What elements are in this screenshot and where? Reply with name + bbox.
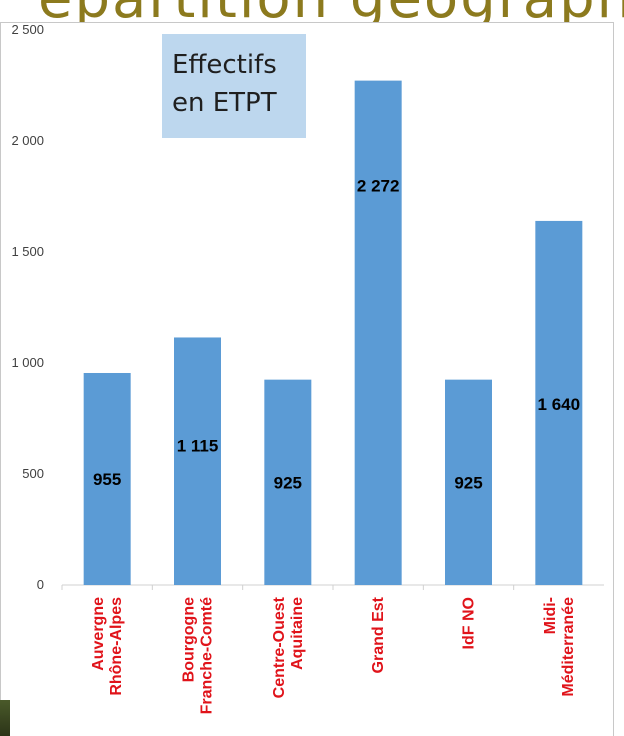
y-tick-label: 2 500 xyxy=(11,22,44,37)
y-tick-label: 0 xyxy=(37,577,44,592)
bar xyxy=(354,80,402,585)
data-label: 955 xyxy=(93,470,121,489)
category-label: Grand Est xyxy=(370,596,387,673)
category-label-line: IdF NO xyxy=(461,597,478,649)
category-label-line: Aquitaine xyxy=(289,597,306,670)
category-label-line: Grand Est xyxy=(370,596,387,673)
data-label: 2 272 xyxy=(357,177,400,196)
category-label-line: Franche-Comté xyxy=(199,597,216,714)
chart-title-box: Effectifs en ETPT xyxy=(162,34,306,138)
category-label: Centre-Ouest Aquitaine xyxy=(271,596,306,698)
category-label-line: Midi- xyxy=(542,597,559,634)
category-label: Auvergne Rhône-Alpes xyxy=(90,597,125,696)
bar xyxy=(83,372,131,585)
category-label-line: Bourgogne xyxy=(181,597,198,682)
category-label-line: Rhône-Alpes xyxy=(108,597,125,696)
category-label: Midi- Méditerranée xyxy=(542,597,577,697)
data-label: 1 115 xyxy=(177,436,219,455)
background-photo-fragment xyxy=(0,700,10,736)
category-label-line: Méditerranée xyxy=(560,597,577,697)
bar xyxy=(535,220,583,586)
y-tick-label: 1 500 xyxy=(11,244,44,259)
bar xyxy=(445,379,492,585)
chart-title-line-1: Effectifs xyxy=(172,50,277,80)
category-label: Bourgogne Franche-Comté xyxy=(181,597,216,714)
chart-title-line-2: en ETPT xyxy=(172,88,277,118)
category-label: IdF NO xyxy=(461,597,478,649)
y-tick-label: 2 000 xyxy=(11,133,44,148)
bar xyxy=(264,379,312,585)
y-tick-label: 1 000 xyxy=(11,355,44,370)
category-label-line: Centre-Ouest xyxy=(271,596,288,698)
data-label: 925 xyxy=(274,473,302,492)
bar xyxy=(174,337,221,585)
category-label-line: Auvergne xyxy=(90,597,107,671)
data-label: 925 xyxy=(454,473,482,492)
y-tick-label: 500 xyxy=(22,466,44,481)
data-label: 1 640 xyxy=(538,395,581,414)
